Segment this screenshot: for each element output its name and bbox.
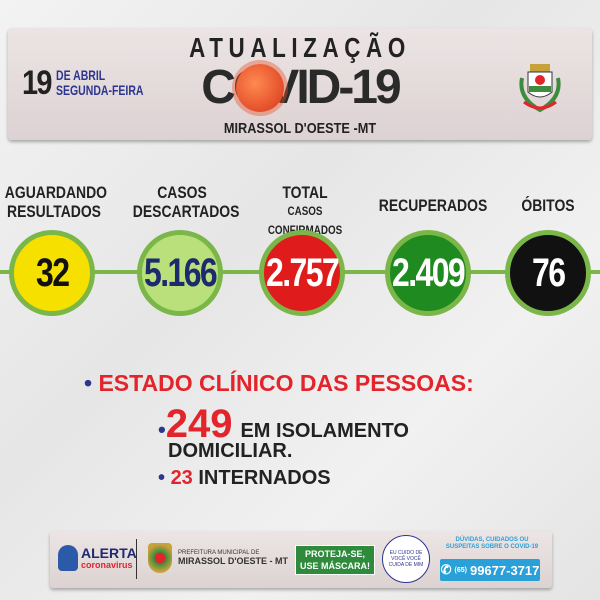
clinical-heading: • ESTADO CLÍNICO DAS PESSOAS: bbox=[84, 370, 474, 396]
stat-circle-deaths: 76 bbox=[505, 230, 591, 316]
date-weekday: SEGUNDA-FEIRA bbox=[56, 82, 144, 98]
mask-message: PROTEJA-SE, USE MÁSCARA! bbox=[295, 545, 376, 575]
header-banner: 19 DE ABRIL SEGUNDA-FEIRA ATUALIZAÇÃO COV… bbox=[8, 28, 592, 140]
alerta-logo: ALERTA coronavirus bbox=[58, 545, 137, 571]
covid-logo-text: COVID-19 bbox=[201, 61, 401, 114]
phone-number[interactable]: ✆ (65) 99677-3717 bbox=[440, 559, 540, 581]
stat-circle-discarded: 5.166 bbox=[137, 230, 223, 316]
footer-banner: ALERTA coronavirus PREFEITURA MUNICIPAL D… bbox=[50, 531, 552, 588]
city-name: MIRASSOL D'OESTE -MT bbox=[223, 120, 377, 137]
care-badge: EU CUIDO DE VOCÊ VOCÊ CUIDA DE MIM bbox=[382, 535, 430, 583]
hospitalized-value: 23 bbox=[170, 467, 193, 489]
stat-circle-awaiting: 32 bbox=[9, 230, 95, 316]
date-text: DE ABRIL SEGUNDA-FEIRA bbox=[56, 68, 144, 98]
stat-label-deaths: ÓBITOS bbox=[521, 196, 575, 215]
stat-circle-recovered: 2.409 bbox=[385, 230, 471, 316]
contact-caption: DÚVIDAS, CUIDADOS OU SUSPEITAS SOBRE O C… bbox=[445, 537, 539, 550]
divider bbox=[136, 539, 137, 579]
isolation-line: •249 EM ISOLAMENTO bbox=[158, 402, 409, 446]
date-month: DE ABRIL bbox=[56, 67, 106, 83]
date-day: 19 bbox=[22, 64, 52, 102]
virus-icon bbox=[236, 64, 284, 112]
municipal-crest-icon bbox=[519, 64, 561, 113]
prefeitura-logo: PREFEITURA MUNICIPAL DE MIRASSOL D'OESTE … bbox=[148, 543, 288, 573]
crest-icon bbox=[148, 543, 172, 573]
isolation-label: DOMICILIAR. bbox=[168, 440, 293, 462]
page-title: ATUALIZAÇÃO bbox=[189, 32, 411, 63]
hospitalized-line: • 23 INTERNADOS bbox=[158, 467, 331, 489]
stat-label-discarded: CASOS DESCARTADOS bbox=[132, 183, 240, 221]
stat-label-recovered: RECUPERADOS bbox=[378, 196, 488, 215]
whatsapp-icon: ✆ bbox=[440, 562, 452, 577]
stat-label-awaiting: AGUARDANDO RESULTADOS bbox=[4, 183, 108, 221]
isolation-value: 249 bbox=[165, 402, 233, 446]
stat-circle-confirmed: 2.757 bbox=[259, 230, 345, 316]
masked-person-icon bbox=[58, 545, 78, 571]
